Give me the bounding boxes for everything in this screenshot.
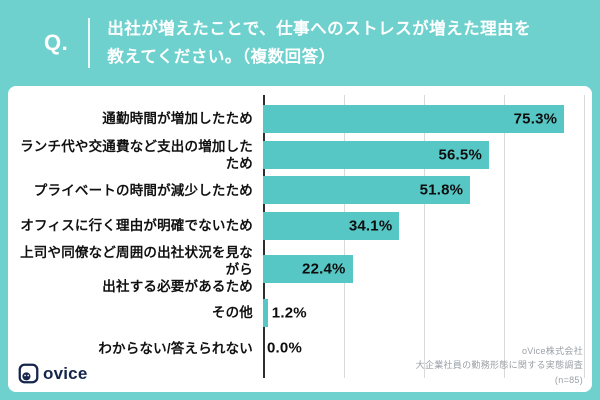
category-label: その他 bbox=[211, 305, 253, 321]
chart-panel: 通勤時間が増加したため 75.3% ランチ代や交通費など支出の増加したため 56.5%… bbox=[8, 86, 592, 392]
gridline bbox=[584, 95, 585, 378]
bar-row: 通勤時間が増加したため 75.3% bbox=[8, 101, 592, 137]
question-line-1: 出社が増えたことで、仕事へのストレスが増えた理由を bbox=[107, 20, 532, 38]
ovice-logo: ovice bbox=[18, 363, 87, 384]
category-label: 通勤時間が増加したため bbox=[102, 111, 253, 127]
bar-rows: 通勤時間が増加したため 75.3% ランチ代や交通費など支出の増加したため 56.5%… bbox=[8, 101, 592, 366]
question-header: Q. 出社が増えたことで、仕事へのストレスが増えた理由を 教えてください。（複数… bbox=[0, 0, 600, 86]
bar-track: 0.0% bbox=[263, 334, 592, 362]
bar-row: わからない/答えられない 0.0% bbox=[8, 330, 592, 366]
category-label: わからない/答えられない bbox=[98, 340, 253, 356]
chart-area: 通勤時間が増加したため 75.3% ランチ代や交通費など支出の増加したため 56.5%… bbox=[8, 95, 592, 378]
bar-track: 22.4% bbox=[263, 255, 592, 284]
bar-row: 上司や同僚など周囲の出社状況を見ながら 出社する必要があるため 22.4% bbox=[8, 244, 592, 295]
category-label: 上司や同僚など周囲の出社状況を見ながら 出社する必要があるため bbox=[20, 244, 253, 294]
category-label: ランチ代や交通費など支出の増加したため bbox=[20, 138, 253, 171]
bar bbox=[263, 255, 353, 284]
bar-value-label: 51.8% bbox=[419, 181, 464, 199]
bar-value-label: 75.3% bbox=[513, 110, 558, 128]
category-label: オフィスに行く理由が明確でないため bbox=[20, 218, 253, 234]
bar-row: オフィスに行く理由が明確でないため 34.1% bbox=[8, 208, 592, 244]
source-note: oVice株式会社 大企業社員の勤務形態に関する実態調査 (n=85) bbox=[416, 344, 583, 387]
bar-value-label: 0.0% bbox=[267, 339, 302, 357]
bar-value-label: 22.4% bbox=[302, 260, 346, 278]
bar bbox=[263, 298, 268, 327]
q-label: Q. bbox=[44, 30, 69, 55]
bar-track: 56.5% bbox=[263, 140, 592, 169]
bar bbox=[263, 140, 489, 169]
bar-value-label: 56.5% bbox=[438, 146, 482, 163]
bar bbox=[263, 211, 400, 240]
bar bbox=[263, 104, 565, 133]
gridline bbox=[424, 95, 425, 378]
bar-track: 34.1% bbox=[263, 211, 592, 240]
ovice-logo-text: ovice bbox=[43, 363, 88, 383]
bar-track: 1.2% bbox=[263, 298, 592, 327]
bar-value-label: 34.1% bbox=[348, 217, 393, 235]
header-divider bbox=[88, 18, 91, 68]
bar bbox=[263, 176, 471, 205]
source-sample-size: (n=85) bbox=[554, 374, 583, 385]
bar-row: その他 1.2% bbox=[8, 295, 592, 331]
bar-value-label: 1.2% bbox=[271, 304, 307, 322]
source-survey-title: 大企業社員の勤務形態に関する実態調査 bbox=[415, 360, 583, 371]
bar-row: プライベートの時間が減少したため 51.8% bbox=[8, 172, 592, 208]
source-company: oVice株式会社 bbox=[521, 345, 583, 356]
bar-track: 51.8% bbox=[263, 176, 592, 205]
bar-row: ランチ代や交通費など支出の増加したため 56.5% bbox=[8, 137, 592, 173]
question-text: 出社が増えたことで、仕事へのストレスが増えた理由を 教えてください。（複数回答） bbox=[107, 15, 531, 71]
category-label: プライベートの時間が減少したため bbox=[33, 182, 253, 198]
ovice-logo-icon bbox=[18, 363, 39, 384]
bar-track: 75.3% bbox=[263, 104, 592, 133]
question-line-2: 教えてください。（複数回答） bbox=[107, 48, 336, 66]
gridline bbox=[504, 95, 505, 378]
